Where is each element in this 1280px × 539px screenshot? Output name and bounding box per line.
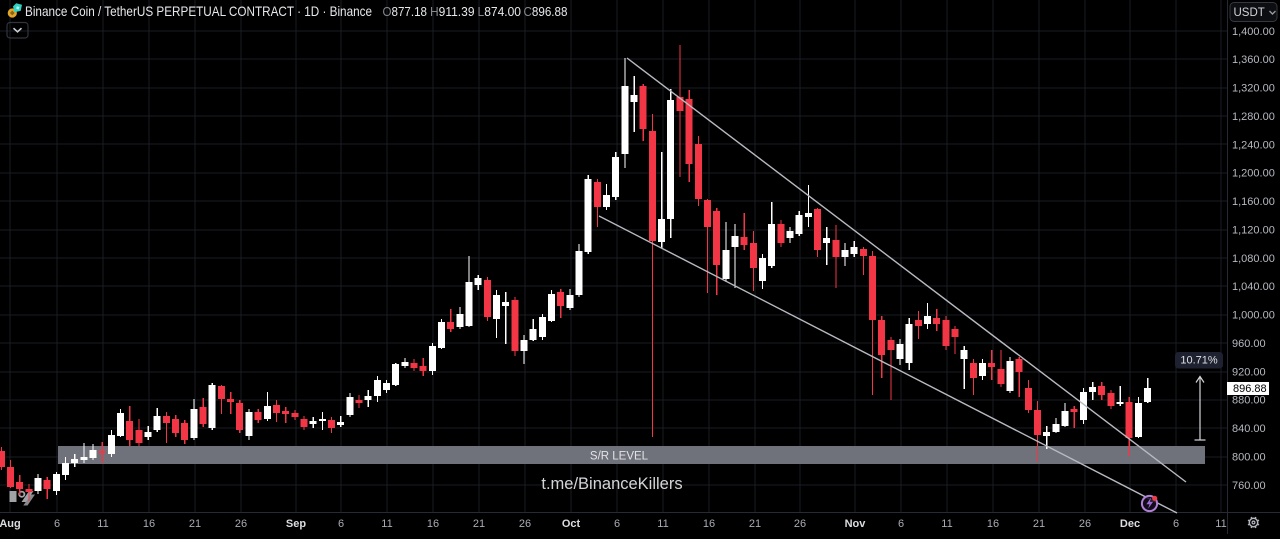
svg-text:1,120.00: 1,120.00 [1232,224,1275,236]
svg-text:Dec: Dec [1120,518,1140,530]
svg-text:21: 21 [749,518,761,530]
svg-text:960.00: 960.00 [1232,338,1266,350]
svg-text:16: 16 [427,518,439,530]
svg-text:26: 26 [1079,518,1091,530]
svg-text:6: 6 [898,518,904,530]
svg-text:21: 21 [189,518,201,530]
svg-text:11: 11 [941,518,952,530]
svg-text:16: 16 [703,518,715,530]
svg-text:21: 21 [1033,518,1045,530]
svg-text:O877.18: O877.18 [383,4,428,19]
svg-text:USDT: USDT [1234,7,1265,19]
svg-text:880.00: 880.00 [1232,395,1266,407]
svg-text:1,280.00: 1,280.00 [1232,111,1275,123]
svg-text:6: 6 [1173,518,1179,530]
svg-text:C896.88: C896.88 [524,4,568,19]
svg-text:Aug: Aug [0,518,21,530]
svg-text:S/R LEVEL: S/R LEVEL [590,451,649,463]
svg-text:10.71%: 10.71% [1180,355,1218,367]
svg-text:760.00: 760.00 [1232,480,1266,492]
svg-text:t.me/BinanceKillers: t.me/BinanceKillers [541,475,682,493]
svg-text:1,360.00: 1,360.00 [1232,54,1275,66]
svg-text:16: 16 [987,518,999,530]
svg-text:26: 26 [235,518,247,530]
svg-text:896.88: 896.88 [1233,383,1267,395]
svg-text:L874.00: L874.00 [478,4,522,19]
svg-text:16: 16 [143,518,155,530]
svg-text:11: 11 [97,518,108,530]
svg-text:800.00: 800.00 [1232,451,1266,463]
svg-text:26: 26 [519,518,531,530]
svg-text:6: 6 [338,518,344,530]
svg-text:H911.39: H911.39 [430,4,475,19]
svg-text:6: 6 [54,518,60,530]
svg-text:1,040.00: 1,040.00 [1232,281,1275,293]
svg-text:Oct: Oct [562,518,581,530]
svg-text:21: 21 [473,518,485,530]
svg-text:1,240.00: 1,240.00 [1232,139,1275,151]
svg-text:Binance Coin / TetherUS PERPET: Binance Coin / TetherUS PERPETUAL CONTRA… [25,3,372,19]
svg-text:11: 11 [657,518,668,530]
svg-text:1,320.00: 1,320.00 [1232,83,1275,95]
svg-text:11: 11 [381,518,392,530]
svg-text:26: 26 [794,518,806,530]
svg-text:Nov: Nov [845,518,867,530]
svg-text:1,400.00: 1,400.00 [1232,26,1275,38]
svg-text:Sep: Sep [286,518,306,530]
svg-text:920.00: 920.00 [1232,366,1266,378]
svg-text:1,160.00: 1,160.00 [1232,196,1275,208]
svg-text:1,000.00: 1,000.00 [1232,310,1275,322]
svg-text:11: 11 [1215,518,1226,530]
svg-text:6: 6 [614,518,620,530]
svg-text:840.00: 840.00 [1232,423,1266,435]
svg-text:1,200.00: 1,200.00 [1232,168,1275,180]
svg-text:1,080.00: 1,080.00 [1232,253,1275,265]
